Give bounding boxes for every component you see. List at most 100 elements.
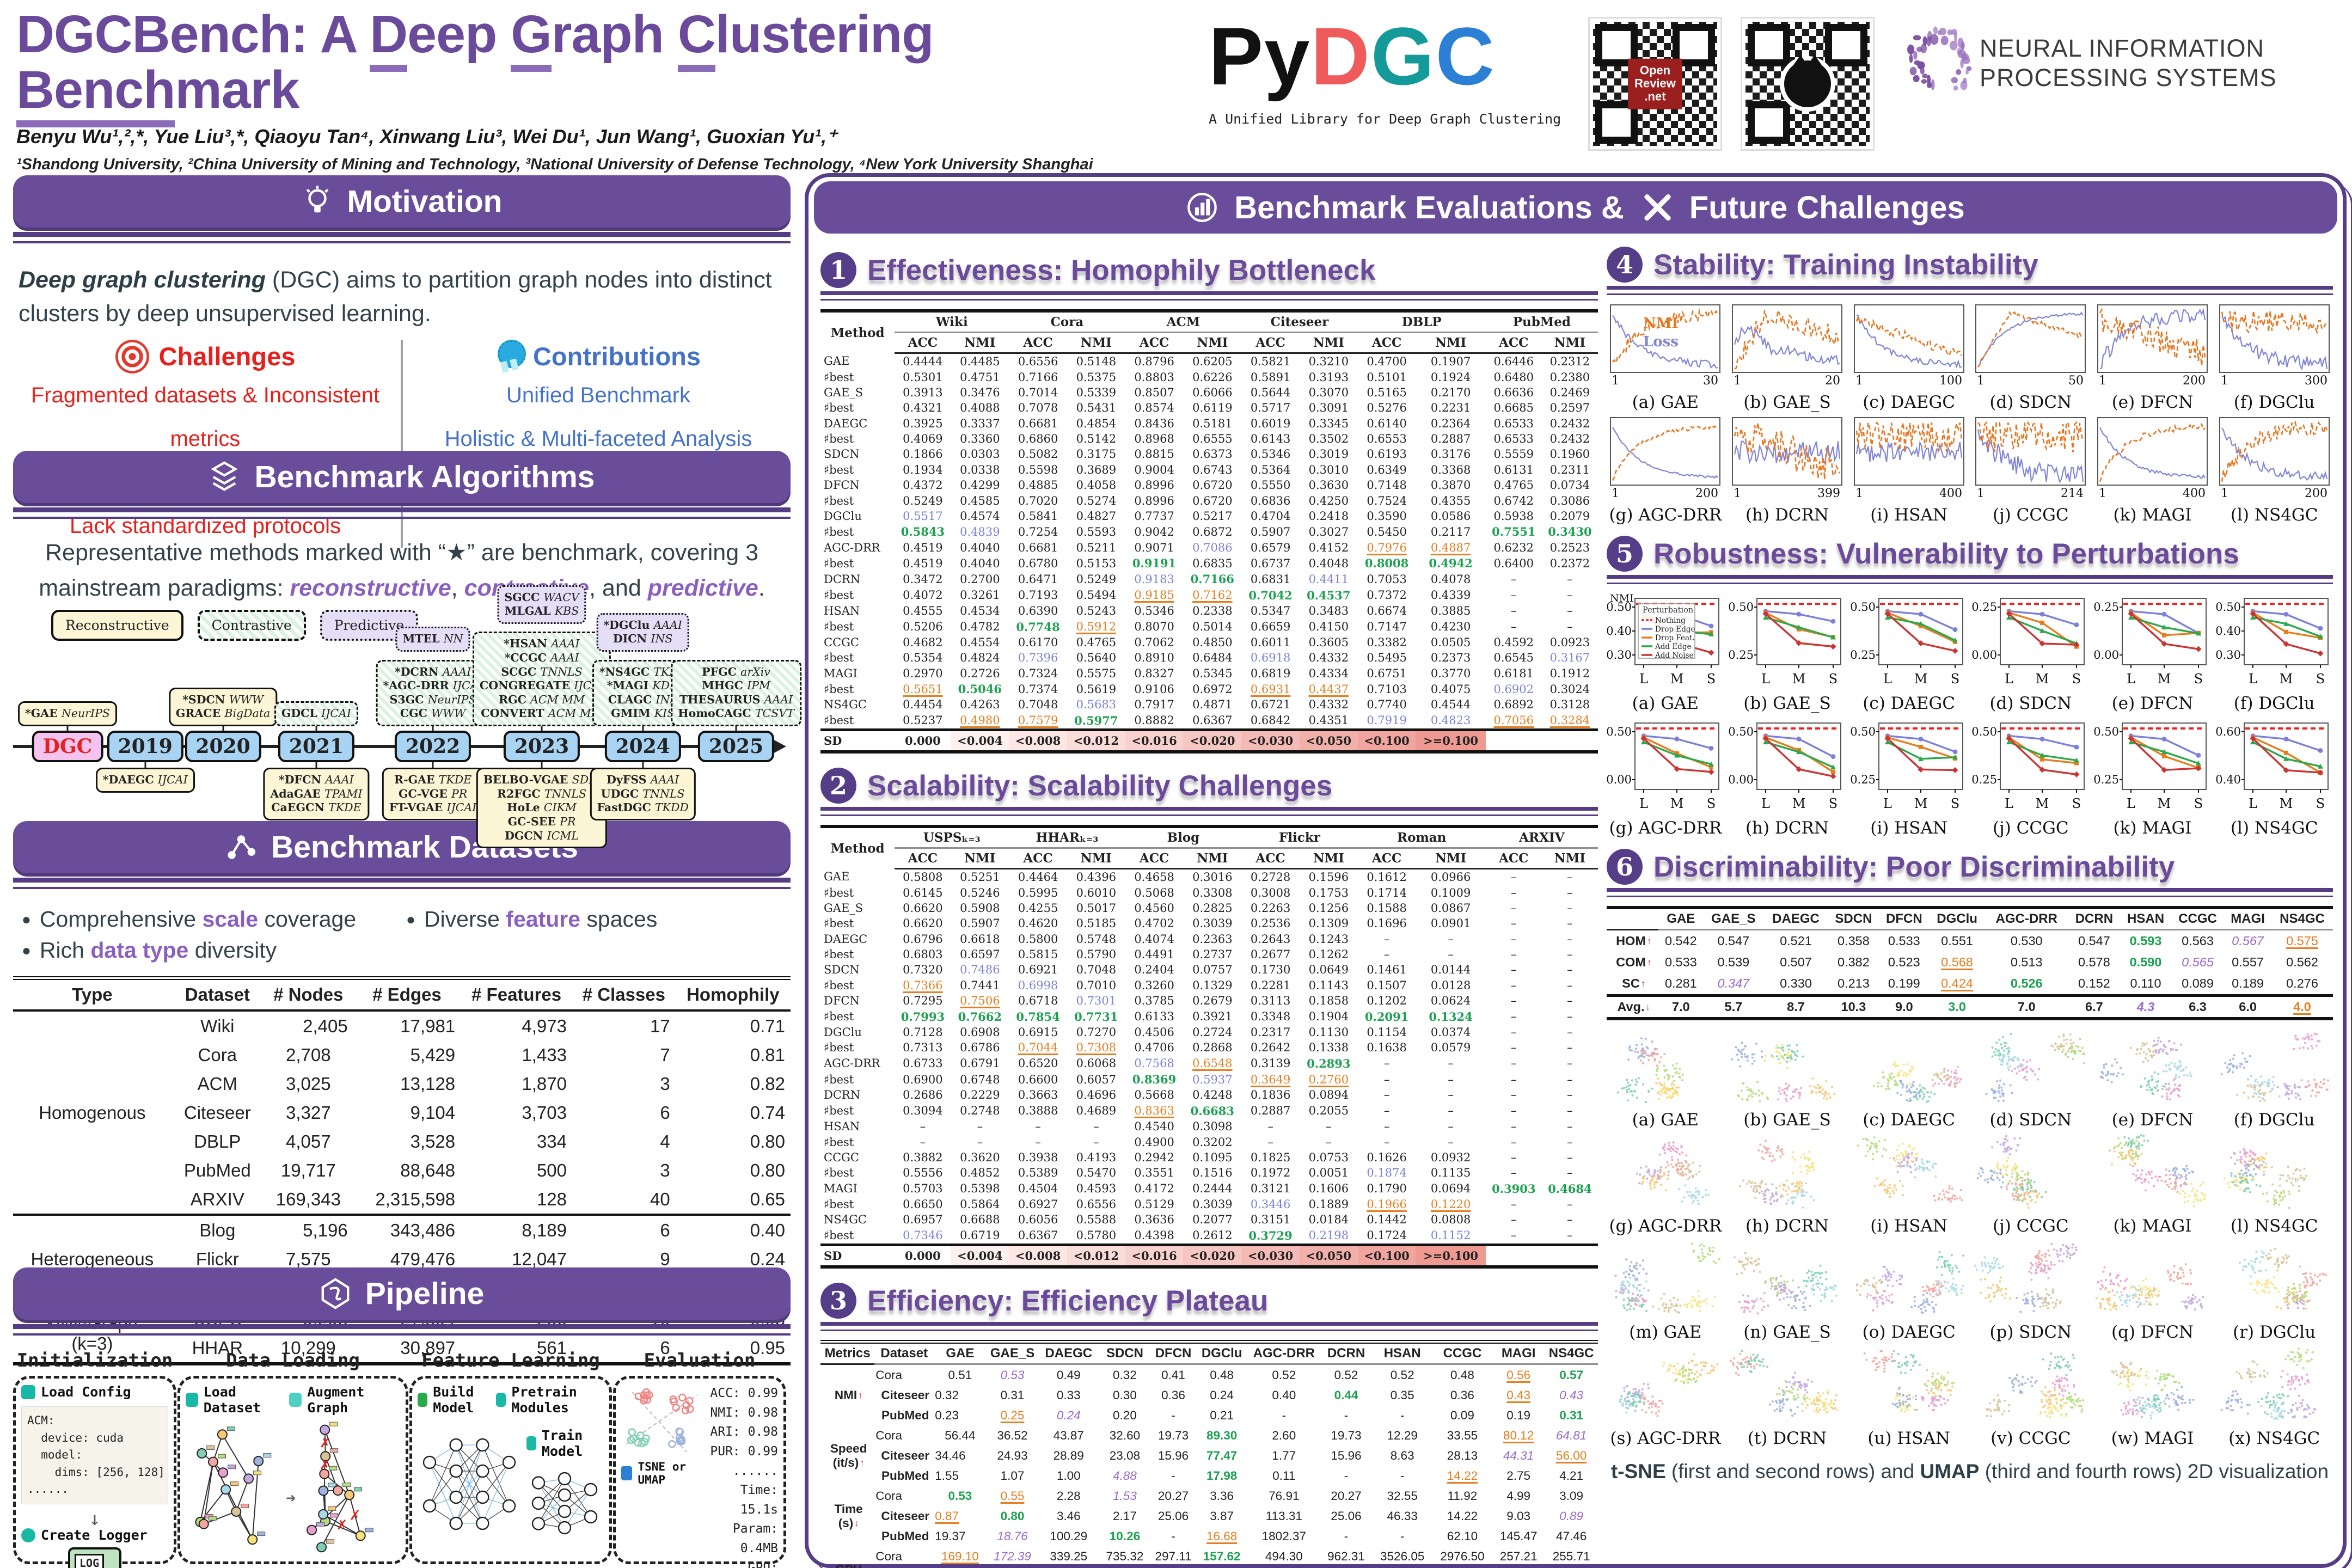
table-cell: 76.91 — [1269, 1489, 1300, 1503]
table-cell: 0.6743 — [1192, 463, 1233, 476]
table-cell: 6.0 — [2224, 994, 2271, 1019]
table-cell: 0.9004 — [1134, 463, 1174, 476]
table-cell: 0.7166 — [1190, 572, 1235, 586]
table-cell: AGC-DRR — [824, 1057, 880, 1070]
table-cell: 0.4351 — [1308, 714, 1349, 727]
table-cell: HSAN — [2120, 908, 2171, 930]
table-cell: HSAN — [824, 1120, 860, 1134]
table-cell: <0.050 — [1299, 1244, 1358, 1267]
table-cell: – — [1511, 886, 1517, 899]
table-cell: 10.3 — [1828, 994, 1879, 1019]
table-cell: 0.4554 — [960, 635, 1000, 649]
table-cell: 0.2686 — [903, 1088, 943, 1102]
motivation-header-bar: Motivation — [13, 175, 791, 228]
table-cell: SD — [820, 1244, 895, 1267]
table-cell: 0.3139 — [1250, 1057, 1291, 1070]
table-cell: <0.020 — [1183, 728, 1242, 752]
table-cell: 0.3382 — [1367, 635, 1407, 649]
table-cell: 30,897 — [400, 1337, 456, 1358]
table-cell: 0.3921 — [1192, 1010, 1233, 1024]
table-cell: ♯best — [824, 463, 854, 476]
table-cell: 0.3770 — [1430, 666, 1471, 680]
svg-text:Drop Feat.: Drop Feat. — [1655, 634, 1695, 642]
stability-plot: 1 200 — [2096, 304, 2208, 388]
pipeline-icon — [321, 1278, 350, 1309]
table-cell: 0.8996 — [1134, 494, 1174, 507]
table-cell: 0.51 — [948, 1368, 972, 1382]
table-cell: 0.4534 — [960, 604, 1000, 618]
table-cell: 0.4372 — [903, 479, 943, 492]
table-cell: DBLP — [194, 1131, 241, 1152]
table-cell: 0.89 — [1559, 1509, 1584, 1523]
table-cell: NMI — [1299, 332, 1358, 354]
table-cell: 0.4706 — [1134, 1041, 1174, 1055]
table-cell: 0.2363 — [1192, 932, 1233, 946]
table-row: AGC-DRR 0.4519 0.4040 0.6681 0.5211 0.9071 0.7… — [820, 540, 1598, 555]
table-cell: 0.0808 — [1430, 1213, 1471, 1227]
scatter-panel: (f) DGClu — [2215, 1028, 2333, 1130]
scatter-plot — [2217, 1346, 2332, 1423]
table-cell: 0.0051 — [1308, 1166, 1349, 1180]
table-cell: 0.7976 — [1367, 541, 1407, 554]
table-cell: 0.507 — [1780, 955, 1812, 969]
table-cell: 0.4887 — [1430, 541, 1471, 554]
table-cell: 0.5815 — [1018, 948, 1058, 961]
table-cell — [1541, 728, 1598, 752]
list-item: Holistic & Multi-faceted Analysis — [444, 426, 752, 451]
table-cell: 0.4299 — [960, 479, 1000, 492]
table-cell: 0.3193 — [1308, 370, 1349, 384]
table-cell: HHAR — [192, 1337, 243, 1358]
table-cell: 0.6957 — [903, 1213, 943, 1227]
table-cell: 0.7048 — [1018, 698, 1058, 712]
algorithms-timeline: Reconstructive Contrastive Predictive DGC 20… — [13, 585, 801, 849]
table-row: NS4GC 0.6957 0.6688 0.6056 0.5588 0.3636 0.207… — [820, 1212, 1598, 1227]
table-cell: 0.1596 — [1308, 871, 1349, 884]
table-cell: – — [1511, 901, 1517, 915]
table-cell: 0.6068 — [1076, 1057, 1117, 1070]
list-item: GPU: 1.23GB — [748, 1560, 778, 1568]
plot-label: (f) DGClu — [2233, 1110, 2315, 1130]
table-row: DCRN 0.3472 0.2700 0.6471 0.5249 0.9183 0.7166… — [820, 571, 1598, 587]
table-cell: 0.2760 — [1308, 1073, 1349, 1086]
table-cell: 0.2612 — [1192, 1229, 1233, 1242]
svg-text:30: 30 — [1703, 374, 1718, 387]
table-cell: 12.29 — [1387, 1428, 1418, 1442]
table-cell: 0.71 — [750, 1015, 785, 1036]
augment-graph-label: Augment Graph — [307, 1384, 365, 1416]
table-cell: 0.40 — [1272, 1388, 1296, 1402]
svg-text:L: L — [1761, 671, 1770, 687]
table-cell: 0.24 — [1056, 1408, 1081, 1422]
table-cell: 0.4854 — [1076, 416, 1117, 430]
table-cell: 0.8882 — [1134, 714, 1174, 727]
timeline-method-box: *GAE NeurIPS — [17, 701, 117, 726]
neurips-svg — [1907, 26, 1972, 91]
table-cell: 0.0338 — [960, 463, 1000, 476]
table-cell: 0.2077 — [1192, 1213, 1233, 1227]
table-cell: 88,648 — [400, 1160, 456, 1180]
svg-text:100: 100 — [1939, 374, 1962, 387]
table-cell: 32.60 — [1109, 1428, 1141, 1442]
table-cell: – — [1511, 1041, 1517, 1055]
table-row: COM ↑ 0.533 0.539 0.507 0.382 0.523 0.568 0.513 0… — [1607, 952, 2333, 973]
svg-text:1: 1 — [1977, 374, 1984, 387]
table-row: GAE GAE_S DAEGC SDCN DFCN DGClu AGC-DRR DCRN HSA… — [1607, 908, 2333, 930]
table-cell: 0.5559 — [1493, 448, 1534, 461]
table-cell: 0.3903 — [1492, 1181, 1536, 1196]
timeline-method-box: MTEL NN — [395, 627, 470, 652]
svg-text:M: M — [2036, 671, 2049, 687]
table-cell: 46.33 — [1387, 1509, 1418, 1523]
table-cell: 0.6892 — [1493, 698, 1534, 712]
table-row: Citeseer 3,327 9,104 3,703 6 0.74 — [13, 1098, 791, 1127]
efficiency-heading: Efficiency: Efficiency Plateau — [867, 1284, 1269, 1317]
table-cell: Avg. ↓ — [1607, 994, 1659, 1019]
contributions-title: Contributions — [532, 342, 701, 371]
table-cell: 0.1858 — [1308, 994, 1349, 1008]
plot-label: (i) HSAN — [1870, 818, 1948, 838]
table-cell: 343,486 — [353, 1214, 461, 1245]
table-cell: – — [1326, 1135, 1332, 1149]
crossed-swords-icon — [1640, 191, 1673, 224]
table-cell: 0.6791 — [960, 1057, 1000, 1070]
table-cell: 0.4074 — [1134, 932, 1174, 946]
table-cell: 0.4555 — [903, 604, 943, 618]
timeline-year-2022: 2022 — [395, 731, 471, 762]
